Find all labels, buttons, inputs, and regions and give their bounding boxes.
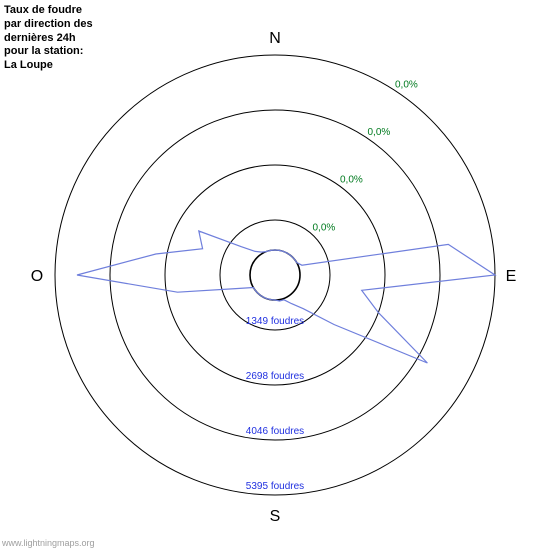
cardinal-o: O	[31, 268, 43, 285]
ring-count-label: 4046 foudres	[246, 426, 304, 437]
polar-chart: N E S O 0,0% 0,0% 0,0% 0,0% 1349 foudres 2698 f…	[0, 0, 550, 550]
ring-count-label: 5395 foudres	[246, 481, 304, 492]
ring-percent-label: 0,0%	[340, 175, 363, 186]
cardinal-n: N	[269, 30, 281, 47]
ring-count-label: 2698 foudres	[246, 371, 304, 382]
ring-percent-label: 0,0%	[313, 222, 336, 233]
ring-percent-label: 0,0%	[395, 79, 418, 90]
ring-percent-label: 0,0%	[368, 127, 391, 138]
cardinal-e: E	[506, 268, 517, 285]
ring-count-label: 1349 foudres	[246, 316, 304, 327]
cardinal-s: S	[270, 508, 281, 525]
